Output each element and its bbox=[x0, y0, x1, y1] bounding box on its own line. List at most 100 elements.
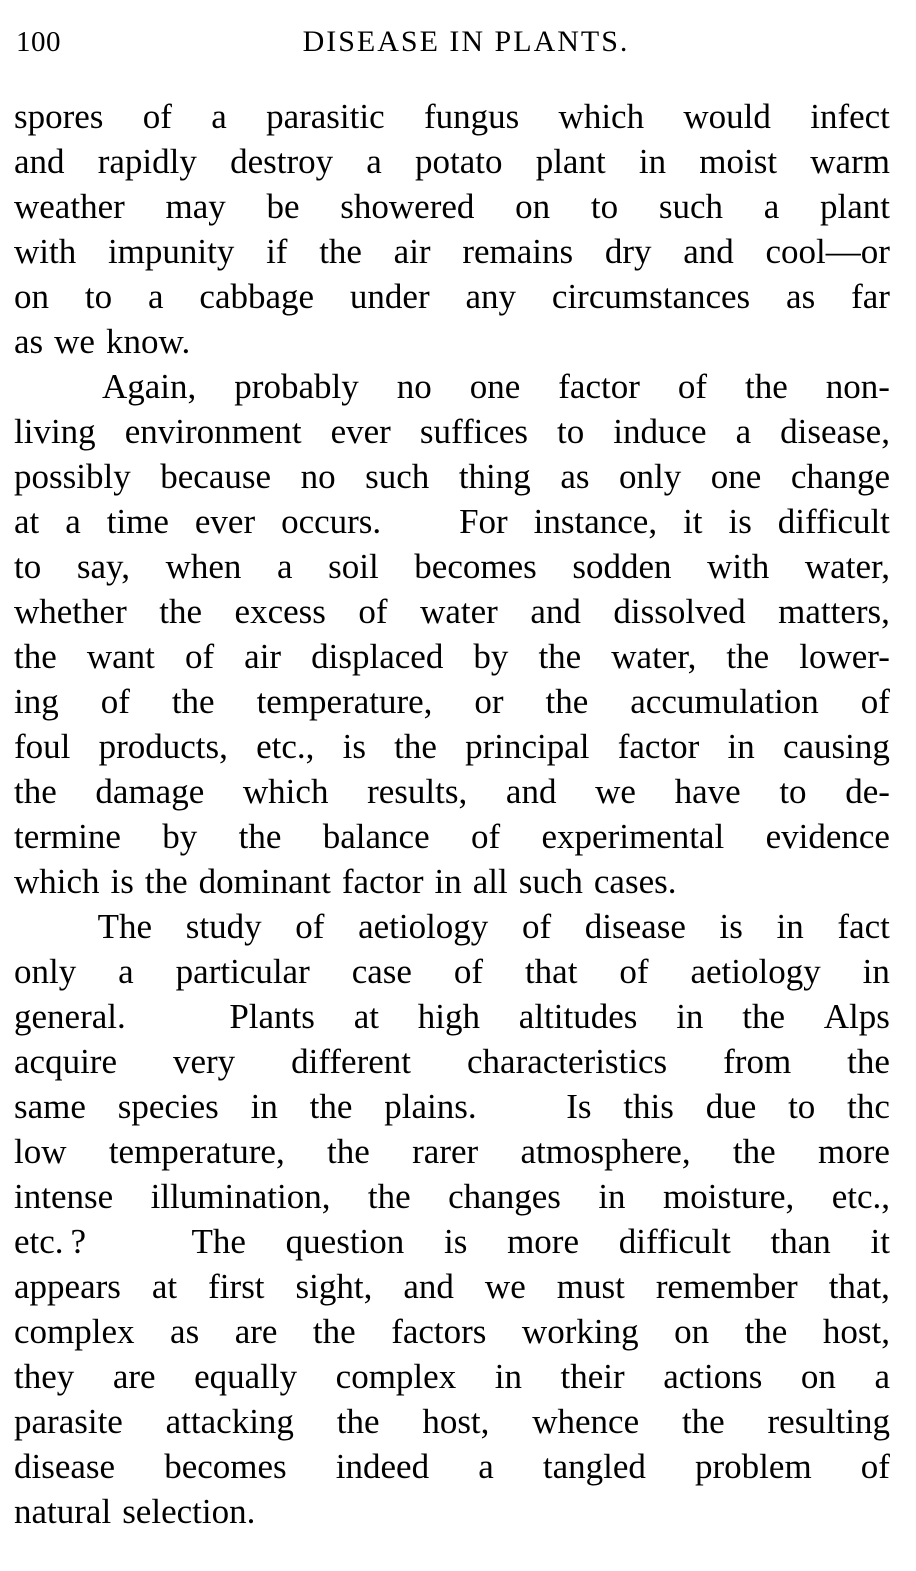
word: in bbox=[494, 1357, 522, 1396]
word: Is bbox=[566, 1087, 592, 1126]
word: balance bbox=[322, 817, 430, 856]
text-line: only a particular case of that of aetiology in bbox=[14, 949, 890, 994]
word: the bbox=[327, 1132, 370, 1171]
word: general. bbox=[14, 997, 126, 1036]
word: more bbox=[507, 1222, 579, 1261]
word: very bbox=[172, 1042, 236, 1081]
word: under bbox=[349, 277, 430, 316]
word: only bbox=[14, 952, 77, 991]
word: the bbox=[847, 1042, 890, 1081]
word: Alps bbox=[823, 997, 890, 1036]
word: is bbox=[728, 502, 752, 541]
word: natural bbox=[14, 1492, 112, 1531]
word: that, bbox=[828, 1267, 890, 1306]
word: experimental bbox=[541, 817, 725, 856]
word: plains. bbox=[384, 1087, 477, 1126]
word: selection. bbox=[122, 1492, 256, 1531]
word: dissolved bbox=[613, 592, 746, 631]
word: in bbox=[434, 862, 462, 901]
text-line: natural selection. bbox=[14, 1489, 890, 1534]
text-line: general. Plants at high altitudes in the Alps bbox=[14, 994, 890, 1039]
text-line: on to a cabbage under any circumstances as far bbox=[14, 274, 890, 319]
word: of bbox=[295, 907, 325, 946]
word: or bbox=[474, 682, 504, 721]
word: cases. bbox=[593, 862, 677, 901]
word: due bbox=[705, 1087, 757, 1126]
word: the bbox=[171, 682, 215, 721]
body-text-block: spores of a parasitic fungus which would infect… bbox=[14, 94, 890, 1534]
word: infect bbox=[810, 97, 890, 136]
word: of bbox=[184, 637, 215, 676]
word: with bbox=[707, 547, 770, 586]
word: ever bbox=[194, 502, 256, 541]
text-line: which is the dominant factor in all such cases. bbox=[14, 859, 890, 904]
text-line: low temperature, the rarer atmosphere, the mor… bbox=[14, 1129, 890, 1174]
text-line: and rapidly destroy a potato plant in moist warm bbox=[14, 139, 890, 184]
word: suffices bbox=[419, 412, 529, 451]
word: a bbox=[478, 1447, 494, 1486]
word: The bbox=[97, 907, 153, 946]
word: on bbox=[14, 277, 49, 316]
text-line: parasite attacking the host, whence the result… bbox=[14, 1399, 890, 1444]
text-line: Again, probably no one factor of the non- bbox=[14, 364, 890, 409]
word: is bbox=[110, 862, 134, 901]
word: factor bbox=[558, 367, 640, 406]
word: etc., bbox=[256, 727, 315, 766]
word: is bbox=[719, 907, 743, 946]
word: to bbox=[557, 412, 585, 451]
word: such bbox=[365, 457, 430, 496]
word: and bbox=[403, 1267, 454, 1306]
word: their bbox=[560, 1357, 625, 1396]
word: a bbox=[147, 277, 164, 316]
text-line: complex as are the factors working on the host, bbox=[14, 1309, 890, 1354]
word: occurs. bbox=[281, 502, 382, 541]
word: all bbox=[472, 862, 508, 901]
word: acquire bbox=[14, 1042, 117, 1081]
word: tangled bbox=[542, 1447, 646, 1486]
text-line: acquire very different characteristics from t… bbox=[14, 1039, 890, 1084]
word: as bbox=[786, 277, 816, 316]
word: dominant bbox=[198, 862, 331, 901]
word: spores bbox=[14, 97, 104, 136]
word: of bbox=[358, 592, 388, 631]
word: any bbox=[465, 277, 517, 316]
word: water, bbox=[611, 637, 697, 676]
word: factors bbox=[391, 1312, 487, 1351]
word: different bbox=[291, 1042, 412, 1081]
word: excess bbox=[234, 592, 326, 631]
word: are bbox=[112, 1357, 156, 1396]
text-line: spores of a parasitic fungus which would infect bbox=[14, 94, 890, 139]
word: disease bbox=[584, 907, 686, 946]
word: far bbox=[851, 277, 890, 316]
word: which bbox=[558, 97, 645, 136]
text-line: whether the excess of water and dissolved matte… bbox=[14, 589, 890, 634]
word: the bbox=[159, 592, 203, 631]
word: question bbox=[285, 1222, 405, 1261]
word: thing bbox=[458, 457, 531, 496]
word: of bbox=[521, 907, 552, 946]
word: in bbox=[676, 997, 704, 1036]
text-line: the want of air displaced by the water, the lower… bbox=[14, 634, 890, 679]
word: soil bbox=[328, 547, 379, 586]
word: air bbox=[393, 232, 431, 271]
word: parasitic bbox=[266, 97, 385, 136]
word: change bbox=[790, 457, 890, 496]
word: Plants bbox=[229, 997, 315, 1036]
text-line: to say, when a soil becomes sodden with water, bbox=[14, 544, 890, 589]
word: whether bbox=[14, 592, 127, 631]
word: The bbox=[191, 1222, 246, 1261]
word: displaced bbox=[311, 637, 444, 676]
word: are bbox=[234, 1312, 278, 1351]
word: induce bbox=[613, 412, 707, 451]
word: etc., bbox=[831, 1177, 890, 1216]
word: as bbox=[560, 457, 590, 496]
paragraph: Again, probably no one factor of the non-living… bbox=[14, 364, 890, 904]
word: the bbox=[745, 367, 788, 406]
word: of bbox=[453, 952, 484, 991]
word: ever bbox=[330, 412, 391, 451]
word: potato bbox=[415, 142, 503, 181]
word: that bbox=[524, 952, 578, 991]
word: when bbox=[165, 547, 242, 586]
paragraph-indent bbox=[14, 904, 64, 949]
